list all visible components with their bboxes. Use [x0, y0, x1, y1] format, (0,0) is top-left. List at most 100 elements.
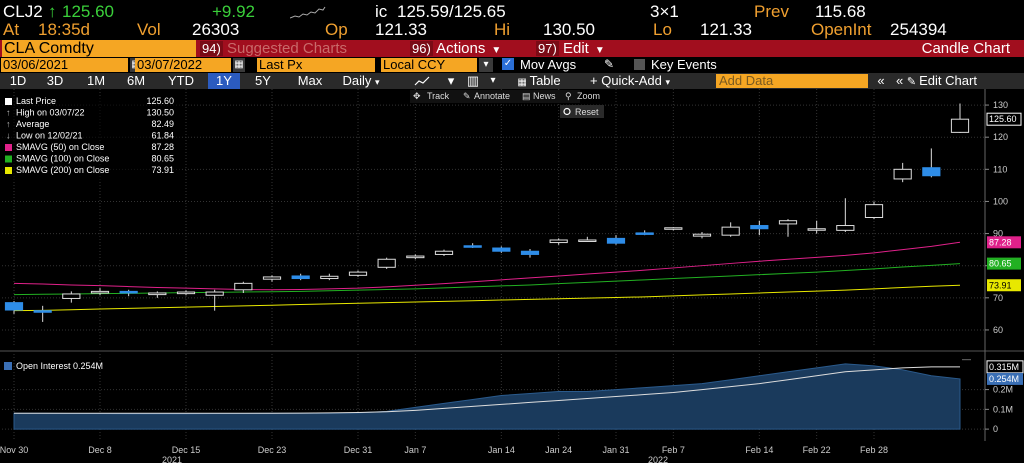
bar-chart-icon[interactable]: ▥: [466, 73, 480, 88]
news-icon[interactable]: ▤: [522, 91, 531, 101]
mov-avgs-checkbox[interactable]: ✓: [502, 58, 514, 70]
candle-body: [778, 220, 798, 225]
range-3d[interactable]: 3D: [46, 73, 64, 88]
key-events-checkbox[interactable]: [634, 59, 645, 70]
pencil-icon: ✎: [906, 76, 920, 88]
chart-type-title: Candle Chart: [921, 40, 1010, 57]
legend: Last Price 125.60 ↑ High on 03/07/22 130.50 ↑…: [2, 96, 180, 180]
table-button[interactable]: ▦ Table: [504, 73, 574, 89]
last-arrow-icon: ↑: [48, 2, 57, 21]
zoom-button[interactable]: Zoom: [577, 91, 600, 101]
chevron-down-icon: ▾: [375, 77, 380, 87]
chevron-down-icon[interactable]: ▾: [479, 58, 493, 72]
range-1m[interactable]: 1M: [86, 73, 106, 88]
candle-body: [492, 247, 511, 252]
last-value-bg: [986, 112, 1022, 126]
legend-label: Average: [16, 119, 49, 129]
range-5y[interactable]: 5Y: [255, 73, 271, 88]
panel-minus-icon[interactable]: —: [962, 354, 971, 364]
actions-label: Actions: [436, 40, 486, 57]
zoom-icon[interactable]: ⚲: [565, 91, 572, 101]
actions-menu[interactable]: 96) Actions ▼: [410, 41, 501, 57]
reset-button[interactable]: Reset: [575, 107, 599, 117]
line-chart-icon[interactable]: [410, 73, 434, 89]
range-1d[interactable]: 1D: [9, 73, 27, 88]
legend-bg: [2, 97, 180, 180]
chevron-down-icon: ▼: [594, 45, 605, 56]
quick-add-button[interactable]: + Quick-Add ▾: [590, 73, 700, 89]
candle-body: [320, 275, 339, 280]
candle-body: [291, 275, 310, 280]
last-value-label: 125.60: [989, 114, 1017, 124]
last-value-label: 73.91: [989, 280, 1012, 290]
grid-icon: ▦: [517, 77, 530, 88]
edit-label: Edit: [562, 40, 589, 57]
legend-swatch: [5, 155, 12, 163]
candle-body: [348, 271, 368, 276]
candle-body: [893, 168, 912, 180]
track-button[interactable]: Track: [427, 91, 450, 101]
actions-num: 96): [410, 41, 433, 56]
date-tick: Nov 30: [0, 445, 28, 455]
candle-body: [807, 228, 826, 231]
legend-label: High on 03/07/22: [16, 108, 85, 118]
range-1y[interactable]: 1Y: [208, 73, 240, 89]
date-tick: Feb 14: [745, 445, 773, 455]
open-interest-swatch: [4, 362, 12, 370]
legend-value: 130.50: [146, 108, 174, 118]
chevron-down-icon[interactable]: ▾: [490, 75, 496, 86]
frequency-label: Daily: [342, 73, 372, 88]
legend-label: SMAVG (200) on Close: [16, 165, 109, 175]
legend-swatch: [5, 98, 12, 105]
price-tick: 120: [993, 132, 1008, 142]
pencil-icon[interactable]: ✎: [604, 57, 615, 71]
at-label: At: [3, 20, 20, 39]
series-smavg-50: [13, 241, 961, 291]
news-button[interactable]: News: [533, 91, 556, 101]
move-icon[interactable]: ✥: [413, 91, 421, 101]
reset-icon[interactable]: [563, 107, 571, 116]
open-label: Op: [325, 20, 348, 39]
legend-value: 61.84: [151, 131, 174, 141]
candle-body: [62, 293, 81, 299]
security-input[interactable]: CLA Comdty: [2, 40, 196, 58]
candle-body: [549, 239, 568, 244]
range-6m[interactable]: 6M: [126, 73, 146, 88]
calendar-icon[interactable]: ▦: [233, 58, 245, 72]
edit-menu[interactable]: 97) Edit ▼: [536, 41, 605, 57]
collapse-left-icon[interactable]: «: [877, 73, 885, 88]
start-date-field[interactable]: 03/06/2021: [1, 58, 128, 72]
candle-body: [234, 282, 253, 291]
candles: [4, 103, 970, 322]
series-smavg-100: [13, 263, 961, 296]
edit-chart-button[interactable]: « ✎ Edit Chart: [896, 73, 1020, 89]
currency-select[interactable]: Local CCY: [381, 58, 477, 72]
candle-body: [721, 226, 740, 236]
frequency-select[interactable]: Daily ▾: [336, 73, 386, 89]
annotate-button[interactable]: Annotate: [474, 91, 510, 101]
candle-body: [90, 290, 110, 294]
legend-label: SMAVG (100) on Close: [16, 154, 109, 164]
candle-body: [463, 245, 482, 248]
range-max[interactable]: Max: [297, 73, 323, 88]
field-select[interactable]: Last Px: [257, 58, 375, 72]
candle-body: [864, 204, 884, 219]
candle-body: [635, 232, 654, 235]
annotate-icon[interactable]: ✎: [463, 91, 471, 101]
suggested-charts-menu[interactable]: 94) Suggested Charts: [200, 41, 347, 57]
end-date-field[interactable]: 03/07/2022: [135, 58, 231, 72]
date-tick: Feb 22: [803, 445, 831, 455]
price-axis: 60708090100110120130125.6087.2880.6573.9…: [985, 100, 1022, 335]
low-value: 121.33: [700, 20, 752, 39]
last-price: 125.60: [62, 2, 114, 21]
chevron-down-icon: ▼: [491, 45, 502, 56]
legend-value: 125.60: [146, 96, 174, 106]
collapse-left-icon: «: [896, 73, 907, 88]
legend-value: 82.49: [151, 119, 174, 129]
date-tick: Dec 8: [88, 445, 112, 455]
range-ytd[interactable]: YTD: [168, 73, 194, 88]
add-data-input[interactable]: Add Data: [716, 74, 868, 88]
chevron-down-icon: ▾: [665, 77, 671, 87]
chevron-down-icon[interactable]: ▾: [447, 73, 455, 88]
